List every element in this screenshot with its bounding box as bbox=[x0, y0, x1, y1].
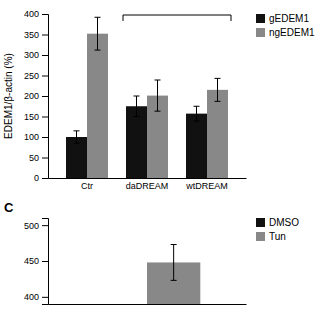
legend-swatch bbox=[256, 14, 265, 23]
x-tick: wtDREAM bbox=[185, 181, 228, 191]
panel-label: C bbox=[4, 200, 14, 215]
y-tick-label: 200 bbox=[24, 91, 39, 101]
error-bar bbox=[74, 131, 80, 143]
bar-series bbox=[147, 245, 200, 304]
bar bbox=[126, 106, 147, 178]
error-bar bbox=[95, 17, 101, 50]
legend-item: gEDEM1 bbox=[256, 13, 309, 24]
y-tick-mark bbox=[42, 225, 48, 226]
y-tick-label: 450 bbox=[24, 256, 39, 266]
y-tick: 300 bbox=[24, 50, 48, 60]
y-tick-mark bbox=[42, 158, 48, 159]
y-axis-line bbox=[42, 219, 49, 305]
bar bbox=[87, 34, 108, 178]
y-tick: 250 bbox=[24, 71, 48, 81]
bar bbox=[207, 90, 228, 178]
y-tick: 400 bbox=[24, 292, 48, 302]
legend-swatch bbox=[256, 28, 265, 37]
y-axis: 400 450 500 bbox=[24, 219, 49, 305]
legend-item: ngEDEM1 bbox=[256, 27, 315, 38]
chart: 0 50 100 150 200 250 300 350 400 Ctr daDREAM wtDREA… bbox=[0, 0, 320, 320]
y-tick-label: 500 bbox=[24, 221, 39, 231]
x-axis bbox=[49, 304, 247, 305]
y-tick: 200 bbox=[24, 91, 48, 101]
y-tick: 500 bbox=[24, 221, 48, 231]
y-tick: 0 bbox=[34, 173, 48, 183]
y-tick-label: 350 bbox=[24, 30, 39, 40]
legend-label: gEDEM1 bbox=[269, 13, 309, 24]
marks bbox=[66, 17, 228, 178]
error-bar bbox=[215, 78, 221, 101]
legend-label: DMSO bbox=[269, 217, 299, 228]
x-tick-label: daDREAM bbox=[126, 181, 169, 191]
y-tick-mark bbox=[42, 117, 48, 118]
y-tick: 400 bbox=[24, 9, 48, 19]
y-axis-title: EDEM1/β-actin (%) bbox=[3, 53, 14, 139]
y-tick-mark bbox=[42, 35, 48, 36]
y-tick-label: 400 bbox=[24, 9, 39, 19]
y-tick-label: 400 bbox=[24, 292, 39, 302]
y-tick: 50 bbox=[29, 153, 48, 163]
y-tick: 350 bbox=[24, 30, 48, 40]
marks bbox=[147, 245, 200, 304]
legend-item: Tun bbox=[256, 231, 286, 242]
error-bar bbox=[155, 80, 161, 111]
panel: 0 50 100 150 200 250 300 350 400 Ctr daDREAM wtDREA… bbox=[3, 9, 315, 191]
y-tick-label: 300 bbox=[24, 50, 39, 60]
y-tick-label: 150 bbox=[24, 112, 39, 122]
y-axis: 0 50 100 150 200 250 300 350 400 bbox=[24, 9, 49, 183]
y-tick: 450 bbox=[24, 256, 48, 266]
y-axis-line bbox=[42, 15, 49, 179]
legend: DMSO Tun bbox=[256, 217, 299, 242]
x-tick-label: wtDREAM bbox=[185, 181, 228, 191]
legend-label: Tun bbox=[269, 231, 286, 242]
x-tick: daDREAM bbox=[126, 181, 169, 191]
significance-bracket bbox=[123, 15, 231, 21]
bar bbox=[186, 114, 207, 178]
x-tick-label: Ctr bbox=[81, 181, 93, 191]
legend-item: DMSO bbox=[256, 217, 299, 228]
y-tick-label: 100 bbox=[24, 132, 39, 142]
legend-label: ngEDEM1 bbox=[269, 27, 315, 38]
error-bar bbox=[134, 96, 140, 117]
panel: 400 450 500 C DMSO Tun bbox=[4, 200, 299, 305]
y-tick: 150 bbox=[24, 112, 48, 122]
error-bar bbox=[194, 106, 200, 121]
legend: gEDEM1 ngEDEM1 bbox=[256, 13, 315, 38]
x-tick: Ctr bbox=[81, 181, 93, 191]
y-tick-label: 50 bbox=[29, 153, 39, 163]
y-tick-mark bbox=[42, 137, 48, 138]
error-bar bbox=[171, 245, 177, 281]
y-tick-label: 250 bbox=[24, 71, 39, 81]
x-axis: Ctr daDREAM wtDREAM bbox=[49, 179, 247, 192]
y-tick-mark bbox=[42, 178, 48, 179]
y-tick-mark bbox=[42, 96, 48, 97]
y-tick: 100 bbox=[24, 132, 48, 142]
x-axis-line bbox=[49, 178, 247, 179]
y-tick-label: 0 bbox=[34, 173, 39, 183]
y-tick-mark bbox=[42, 297, 48, 298]
y-tick-mark bbox=[42, 55, 48, 56]
legend-swatch bbox=[256, 218, 265, 227]
bar-series bbox=[87, 17, 228, 178]
x-axis-line bbox=[49, 304, 247, 305]
y-tick-mark bbox=[42, 76, 48, 77]
y-tick-mark bbox=[42, 261, 48, 262]
y-tick-mark bbox=[42, 14, 48, 15]
legend-swatch bbox=[256, 232, 265, 241]
